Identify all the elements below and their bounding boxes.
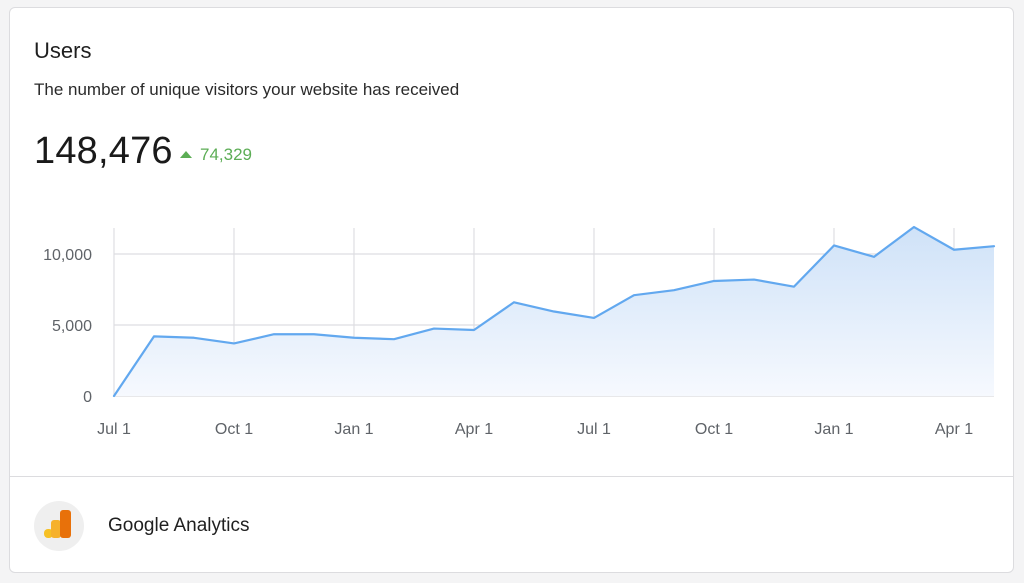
y-tick-label: 0: [83, 389, 92, 406]
y-tick-label: 5,000: [52, 318, 92, 335]
card-divider: [10, 476, 1013, 477]
users-card: Users The number of unique visitors your…: [9, 7, 1014, 573]
arrow-up-icon: [180, 150, 192, 158]
x-tick-label: Jul 1: [97, 421, 131, 438]
card-footer: Google Analytics: [34, 501, 250, 551]
x-tick-label: Apr 1: [935, 421, 973, 438]
card-subtitle: The number of unique visitors your websi…: [34, 80, 460, 99]
users-delta-value: 74,329: [200, 145, 252, 164]
card-title: Users: [34, 38, 92, 63]
users-area-chart: 0 5,000 10,000 Jul 1 Oct 1 Jan 1 Apr 1 Jul 1 Oct…: [43, 225, 996, 438]
x-tick-label: Oct 1: [215, 421, 253, 438]
google-analytics-icon: [34, 501, 84, 551]
x-tick-label: Jan 1: [334, 421, 373, 438]
users-delta: 74,329: [180, 145, 252, 165]
y-tick-label: 10,000: [43, 247, 92, 264]
chart-axes: 0 5,000 10,000 Jul 1 Oct 1 Jan 1 Apr 1 Jul 1 Oct…: [43, 247, 973, 438]
source-label: Google Analytics: [108, 515, 250, 536]
chart-area: [112, 225, 996, 398]
x-tick-label: Apr 1: [455, 421, 493, 438]
x-tick-label: Oct 1: [695, 421, 733, 438]
users-total-value: 148,476: [34, 130, 173, 172]
x-tick-label: Jan 1: [814, 421, 853, 438]
x-tick-label: Jul 1: [577, 421, 611, 438]
